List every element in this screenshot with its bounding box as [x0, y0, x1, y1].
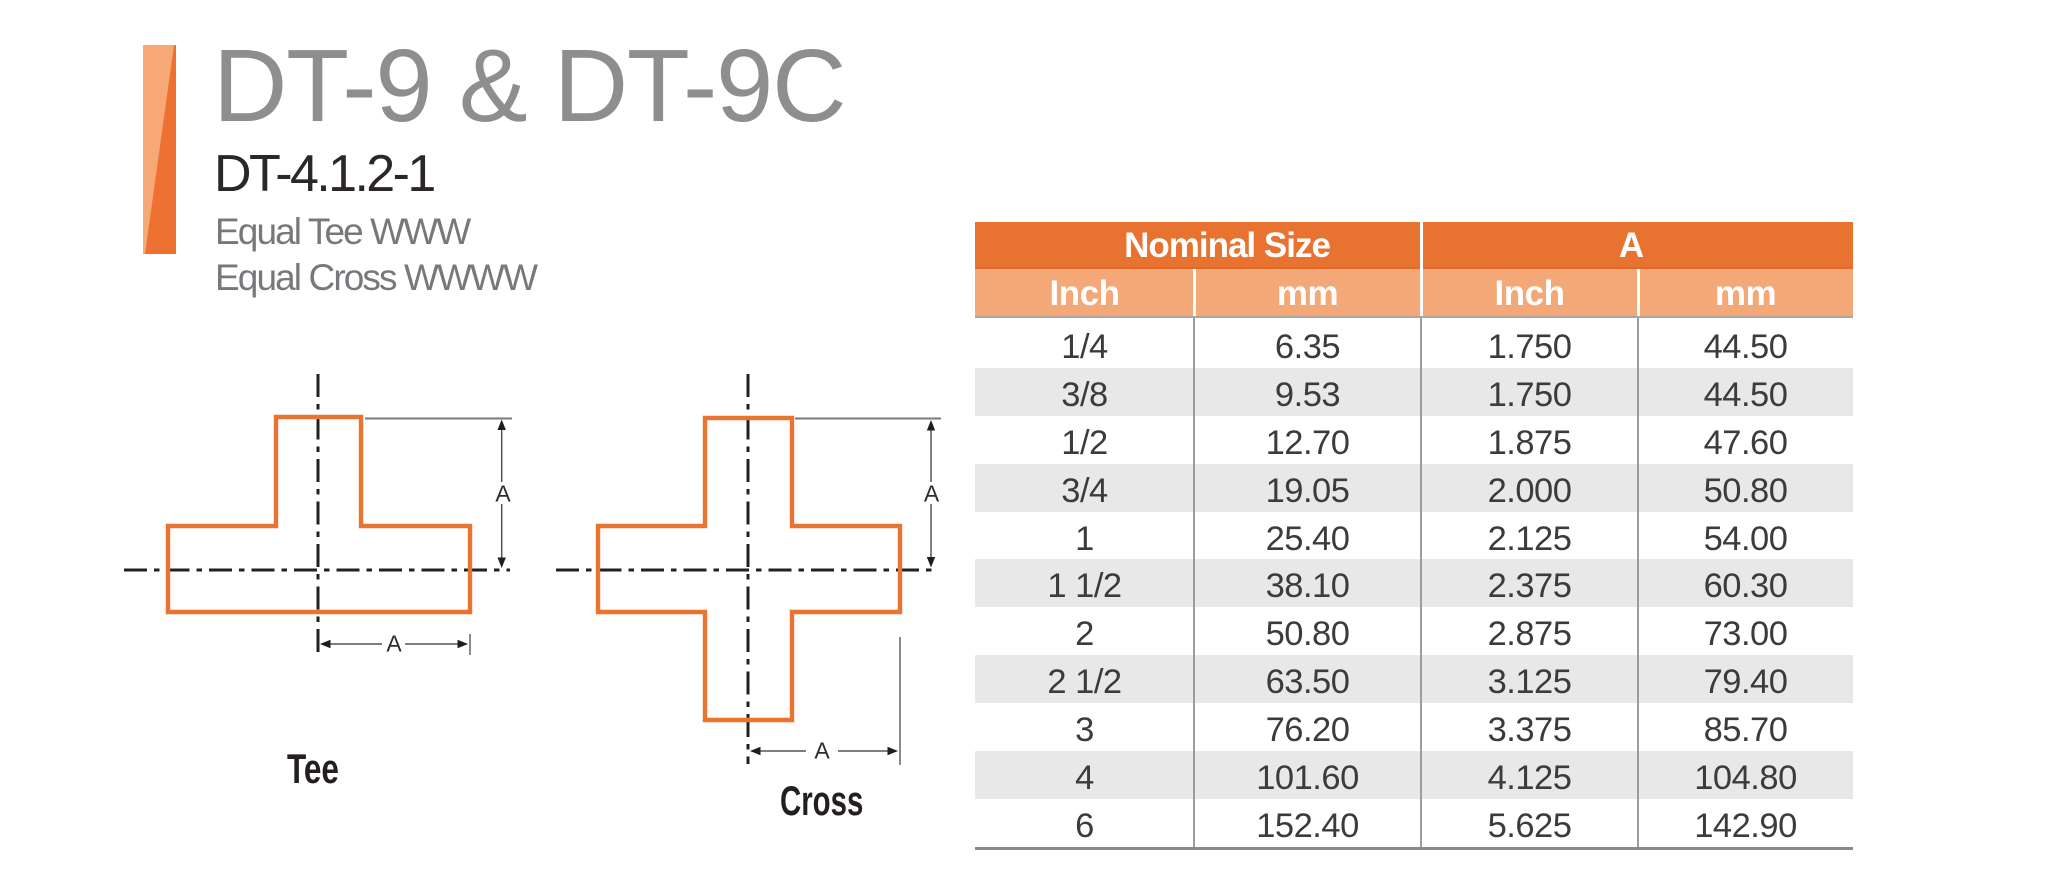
svg-text:A: A [924, 481, 940, 507]
svg-text:A: A [814, 738, 830, 764]
svg-text:A: A [495, 481, 511, 507]
svg-text:A: A [386, 631, 402, 657]
